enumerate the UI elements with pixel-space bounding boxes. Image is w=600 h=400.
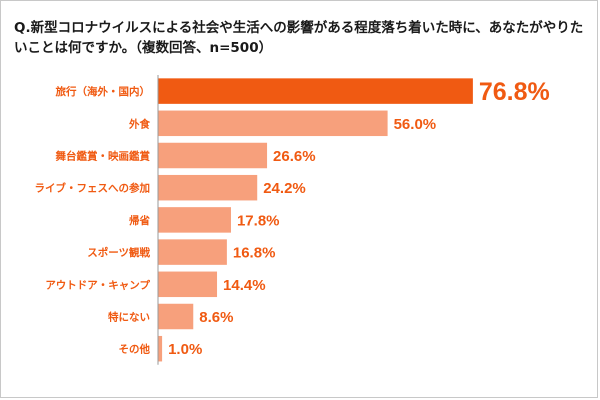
bar [158, 207, 231, 233]
bar [158, 303, 194, 330]
value-label: 56.0% [394, 116, 437, 133]
category-label: 舞台鑑賞・映画鑑賞 [55, 150, 151, 163]
category-label: ライブ・フェスへの参加 [35, 182, 151, 195]
value-label: 17.8% [237, 212, 280, 229]
bar [158, 271, 218, 298]
bar [158, 174, 258, 201]
category-label: その他 [119, 343, 151, 356]
question-title: Q.新型コロナウイルスによる社会や生活への影響がある程度落ち着いた時に、あなたが… [14, 20, 584, 56]
value-label: 14.4% [223, 277, 266, 294]
category-label: スポーツ観戦 [87, 246, 150, 259]
value-label: 8.6% [199, 309, 233, 326]
bar [158, 78, 473, 104]
category-label: 外食 [128, 117, 150, 130]
value-label: 1.0% [168, 341, 202, 358]
category-label: 旅行（海外・国内） [56, 85, 151, 98]
bar [158, 239, 227, 265]
bar [158, 142, 268, 169]
value-label: 76.8% [479, 78, 550, 106]
value-label: 24.2% [263, 180, 306, 197]
category-label: アウトドア・キャンプ [45, 278, 150, 291]
bar [158, 110, 388, 137]
category-label: 特にない [108, 311, 150, 324]
value-label: 16.8% [233, 245, 276, 262]
value-label: 26.6% [273, 148, 316, 165]
category-label: 帰省 [129, 214, 150, 227]
bar [158, 335, 163, 362]
